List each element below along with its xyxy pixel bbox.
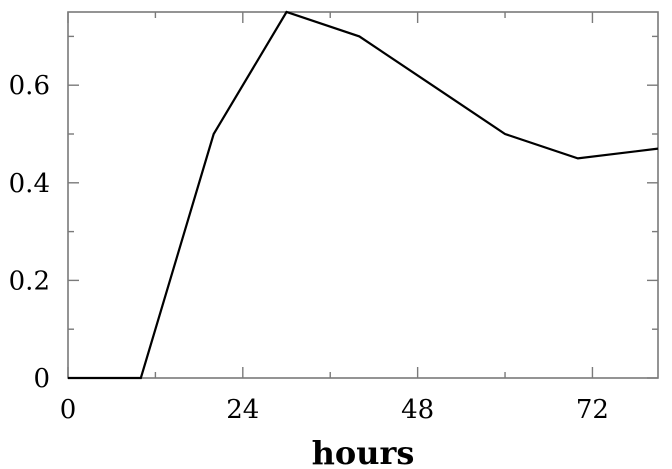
x-tick-label: 72 — [576, 395, 609, 425]
series-layer — [68, 10, 659, 380]
axis-ticks — [67, 12, 658, 379]
x-axis-label: hours — [312, 434, 415, 469]
tick-labels: 0 24 48 72 0 0.2 0.4 0.6 — [9, 71, 609, 425]
y-tick-label: 0 — [33, 364, 50, 394]
plot-frame — [67, 11, 659, 379]
x-tick-label: 24 — [226, 395, 259, 425]
y-tick-label: 0.4 — [9, 169, 50, 199]
series-line-0 — [68, 10, 659, 380]
y-tick-label: 0.6 — [9, 71, 50, 101]
x-tick-label: 48 — [401, 395, 434, 425]
x-tick-label: 0 — [60, 395, 77, 425]
y-tick-label: 0.2 — [9, 266, 50, 296]
